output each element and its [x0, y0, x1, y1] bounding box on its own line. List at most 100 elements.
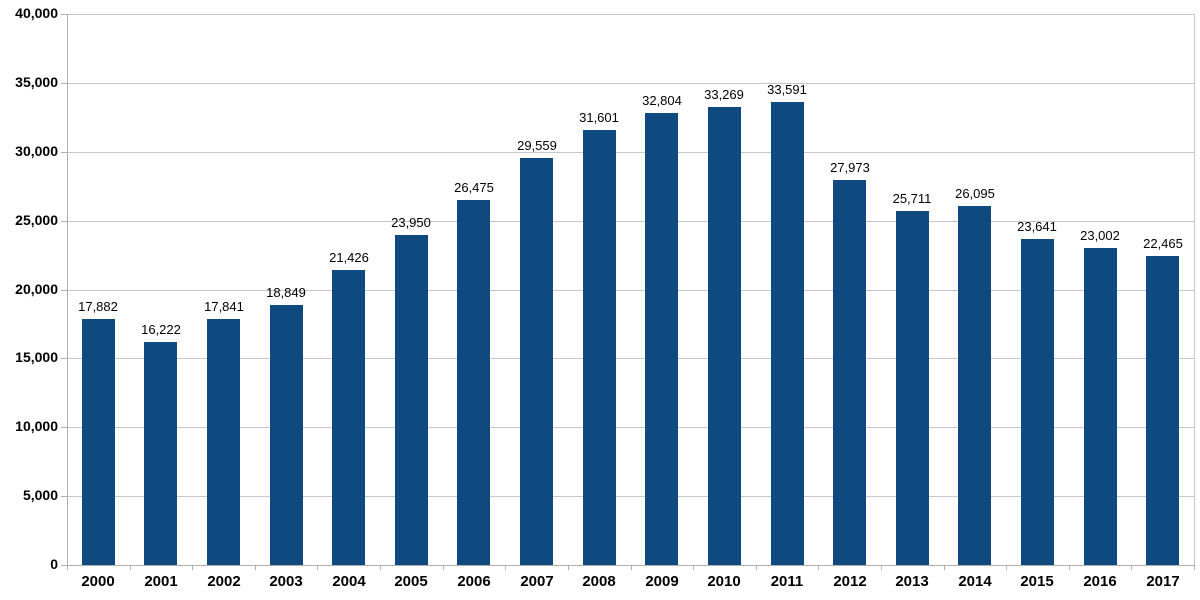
y-axis-tick-label: 0	[50, 556, 58, 572]
bar	[520, 158, 553, 565]
x-axis-tick-label: 2011	[770, 573, 804, 590]
x-axis-tick	[1131, 565, 1132, 570]
bar	[1146, 256, 1179, 565]
x-axis-tick	[1069, 565, 1070, 570]
y-axis-line	[67, 14, 68, 565]
x-axis-tick-label: 2013	[895, 573, 929, 590]
gridline	[67, 14, 1194, 15]
bar-value-label: 17,882	[78, 299, 118, 314]
y-axis-tick	[61, 152, 67, 153]
bar-value-label: 33,269	[704, 87, 744, 102]
x-axis-tick	[693, 565, 694, 570]
bar-value-label: 33,591	[767, 82, 807, 97]
x-axis-tick	[756, 565, 757, 570]
bar	[1021, 239, 1054, 565]
y-axis-tick-label: 30,000	[15, 143, 58, 159]
y-axis-tick	[61, 221, 67, 222]
x-axis-tick-label: 2001	[144, 573, 178, 590]
y-axis-tick	[61, 83, 67, 84]
bar-value-label: 23,950	[391, 215, 431, 230]
bar	[771, 102, 804, 565]
bar-value-label: 23,641	[1017, 219, 1057, 234]
x-axis-tick-label: 2003	[269, 573, 303, 590]
bar-value-label: 26,475	[454, 180, 494, 195]
x-axis-tick-label: 2008	[582, 573, 616, 590]
bar	[457, 200, 490, 565]
x-axis-tick	[317, 565, 318, 570]
x-axis-tick-label: 2014	[958, 573, 992, 590]
y-axis-tick-label: 20,000	[15, 281, 58, 297]
bar-value-label: 18,849	[266, 285, 306, 300]
plot-right-border	[1194, 14, 1195, 565]
bar-value-label: 29,559	[517, 138, 557, 153]
bar-value-label: 17,841	[204, 299, 244, 314]
x-axis-tick-label: 2000	[81, 573, 115, 590]
bar-value-label: 23,002	[1080, 228, 1120, 243]
bar	[833, 180, 866, 565]
gridline	[67, 496, 1194, 497]
x-axis-tick-label: 2006	[457, 573, 491, 590]
gridline	[67, 221, 1194, 222]
y-axis-tick	[61, 14, 67, 15]
bar-value-label: 31,601	[579, 110, 619, 125]
x-axis-tick	[255, 565, 256, 570]
x-axis-tick	[67, 565, 68, 570]
bar	[958, 206, 991, 565]
x-axis-tick-label: 2010	[707, 573, 741, 590]
bar	[1084, 248, 1117, 565]
x-axis-tick-label: 2007	[520, 573, 554, 590]
bar-value-label: 25,711	[892, 191, 932, 206]
x-axis-tick	[1006, 565, 1007, 570]
x-axis-tick-label: 2004	[332, 573, 366, 590]
x-axis-tick	[130, 565, 131, 570]
bar	[395, 235, 428, 565]
x-axis-tick	[380, 565, 381, 570]
y-axis-tick-label: 35,000	[15, 74, 58, 90]
x-axis-tick	[818, 565, 819, 570]
bar	[207, 319, 240, 565]
x-axis-tick-label: 2005	[394, 573, 428, 590]
x-axis-tick	[505, 565, 506, 570]
bar-value-label: 27,973	[830, 160, 870, 175]
y-axis-tick-label: 15,000	[15, 349, 58, 365]
gridline	[67, 152, 1194, 153]
bar	[332, 270, 365, 565]
bar	[270, 305, 303, 565]
x-axis-tick-label: 2012	[833, 573, 867, 590]
x-axis-tick-label: 2015	[1020, 573, 1054, 590]
bar	[645, 113, 678, 565]
bar	[583, 130, 616, 565]
x-axis-tick-label: 2016	[1083, 573, 1117, 590]
x-axis-tick	[631, 565, 632, 570]
y-axis-tick-label: 25,000	[15, 212, 58, 228]
x-axis-tick-label: 2009	[645, 573, 679, 590]
y-axis-tick	[61, 427, 67, 428]
gridline	[67, 290, 1194, 291]
bar-value-label: 32,804	[642, 93, 682, 108]
bar-value-label: 26,095	[955, 186, 995, 201]
x-axis-line	[61, 565, 1194, 566]
y-axis-tick	[61, 290, 67, 291]
bar	[82, 319, 115, 565]
x-axis-tick	[568, 565, 569, 570]
y-axis-tick-label: 10,000	[15, 418, 58, 434]
x-axis-tick-label: 2017	[1146, 573, 1180, 590]
x-axis-tick	[944, 565, 945, 570]
y-axis-tick	[61, 496, 67, 497]
x-axis-tick	[443, 565, 444, 570]
y-axis-tick	[61, 565, 67, 566]
y-axis-tick-label: 40,000	[15, 5, 58, 21]
bar-value-label: 16,222	[141, 322, 181, 337]
y-axis-tick	[61, 358, 67, 359]
x-axis-tick	[192, 565, 193, 570]
bar	[896, 211, 929, 565]
x-axis-tick-label: 2002	[207, 573, 241, 590]
bar-value-label: 22,465	[1143, 236, 1183, 251]
bar	[144, 342, 177, 565]
y-axis-tick-label: 5,000	[22, 487, 58, 503]
bar	[708, 107, 741, 565]
x-axis-tick	[881, 565, 882, 570]
gridline	[67, 358, 1194, 359]
bar-value-label: 21,426	[329, 250, 369, 265]
